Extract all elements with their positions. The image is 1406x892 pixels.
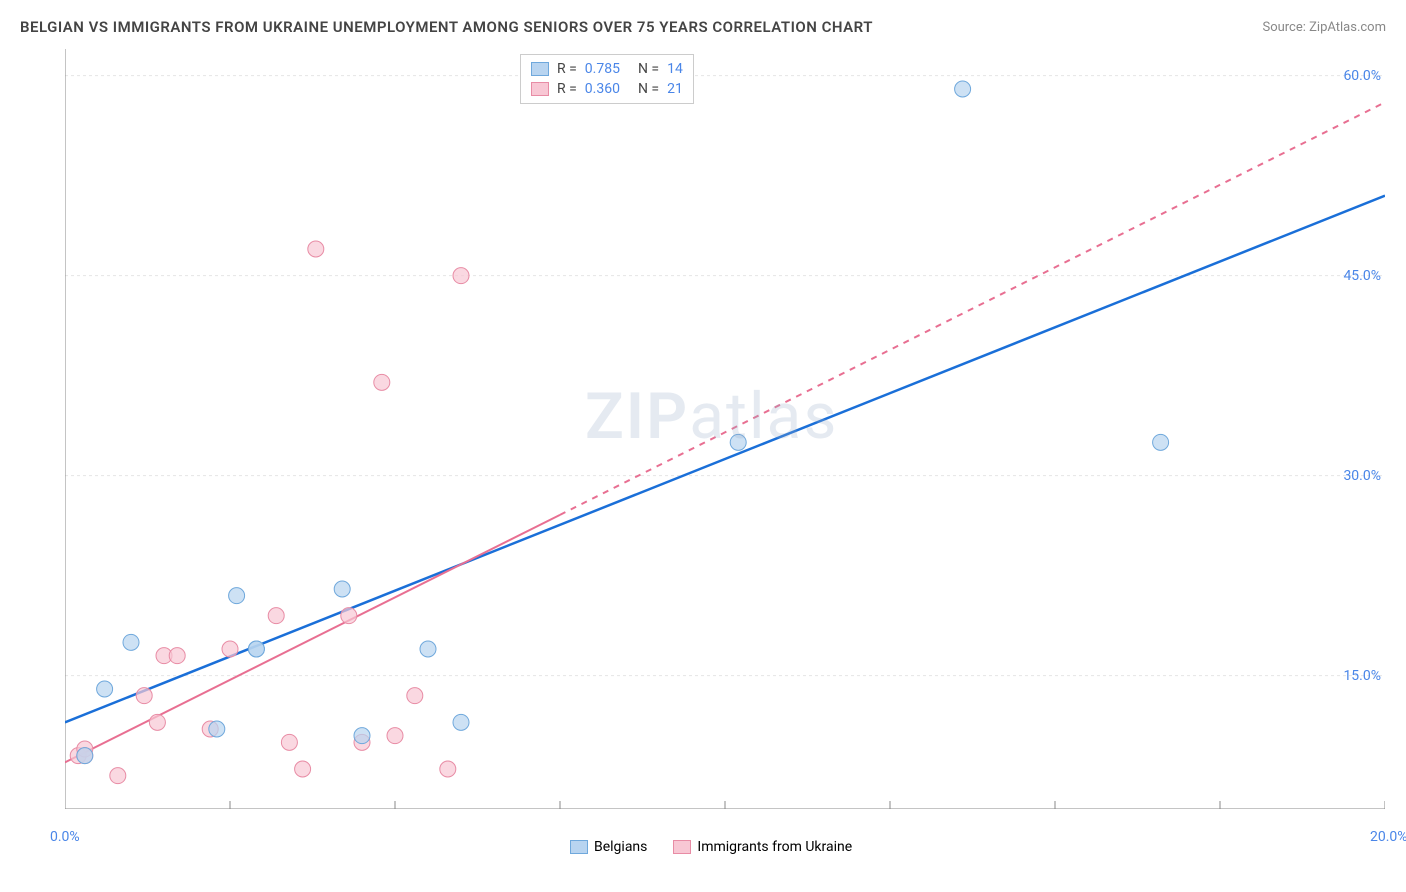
correlation-legend: R =0.785 N =14 R =0.360 N =21 [520,54,694,104]
x-tick-label: 0.0% [50,829,80,845]
y-tick-label: 60.0% [1343,68,1381,84]
y-tick-label: 45.0% [1343,268,1381,284]
legend-item: Belgians [570,839,647,855]
series-legend: Belgians Immigrants from Ukraine [570,839,870,855]
y-tick-label: 30.0% [1343,468,1381,484]
legend-item: Immigrants from Ukraine [673,839,852,855]
y-tick-label: 15.0% [1343,668,1381,684]
chart-source: Source: ZipAtlas.com [1262,20,1386,35]
scatter-plot [65,49,1385,809]
chart-title: BELGIAN VS IMMIGRANTS FROM UKRAINE UNEMP… [20,18,873,36]
x-tick-label: 20.0% [1370,829,1406,845]
